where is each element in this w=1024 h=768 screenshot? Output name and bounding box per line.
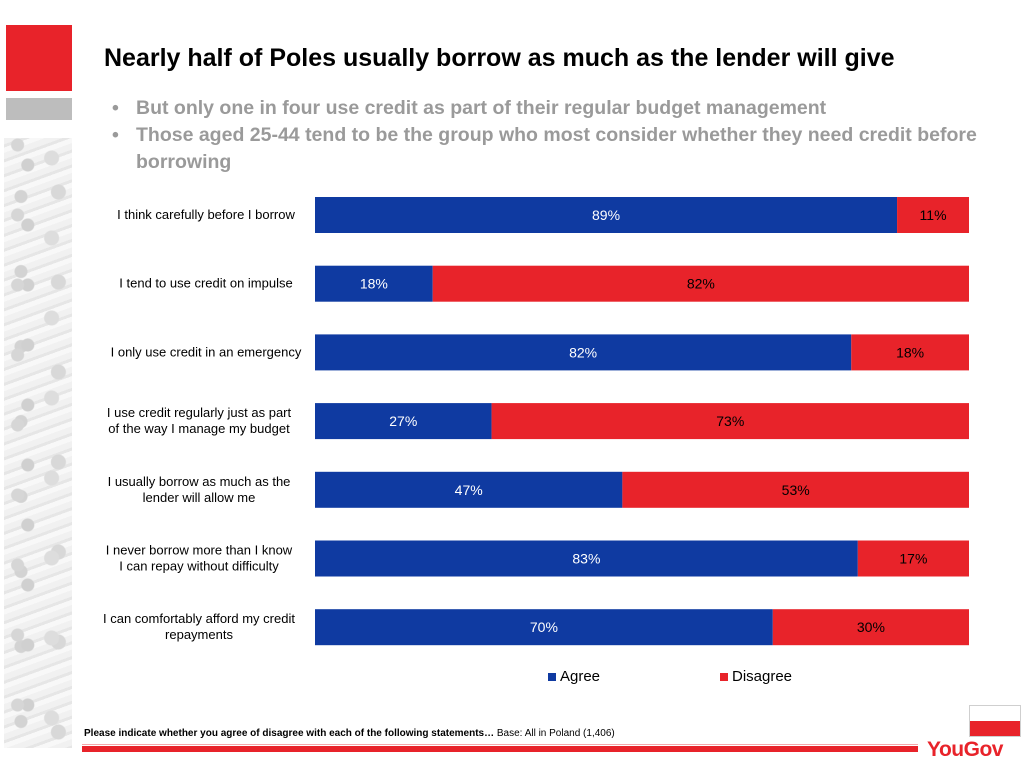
legend-swatch-agree [548, 672, 556, 681]
data-label-disagree: 82% [687, 276, 715, 292]
bar-disagree [857, 540, 969, 577]
data-label-agree: 82% [569, 344, 597, 360]
yougov-logo: YouGov [927, 738, 1003, 761]
legend-item-disagree: Disagree [720, 668, 892, 685]
bar-agree [315, 609, 773, 646]
subtitle-bullets: But only one in four use credit as part … [112, 95, 992, 176]
bar-agree [315, 540, 858, 577]
bar-disagree [897, 197, 969, 233]
bullet-1: But only one in four use credit as part … [112, 95, 992, 122]
legend-swatch-disagree [720, 672, 728, 681]
stacked-bar-chart: I think carefully before I borrow 89% 11% I… [103, 197, 970, 646]
data-label-agree: 89% [592, 207, 620, 223]
data-label-disagree: 11% [920, 207, 947, 223]
data-label-agree: 18% [360, 276, 388, 292]
category-label: I tend to use credit on impulse [119, 276, 292, 291]
footnote-question: Please indicate whether you agree of dis… [84, 728, 495, 739]
brand-red-block [6, 25, 72, 91]
poland-flag-icon [969, 705, 1021, 737]
footnote: Please indicate whether you agree of dis… [84, 728, 615, 739]
bar-agree [315, 334, 852, 371]
data-label-agree: 47% [455, 482, 483, 498]
page-title: Nearly half of Poles usually borrow as m… [104, 44, 895, 72]
data-label-agree: 70% [530, 619, 558, 635]
data-label-disagree: 30% [857, 619, 885, 635]
crowd-illustration [4, 138, 72, 748]
bar-disagree [491, 403, 969, 440]
bar-agree [315, 197, 898, 233]
category-label: I use credit regularly just as part of th… [107, 405, 292, 436]
bar-disagree [432, 265, 970, 302]
data-label-disagree: 73% [716, 413, 744, 429]
category-label: I only use credit in an emergency [111, 344, 302, 359]
category-label: I can comfortably afford my credit repaym… [103, 611, 295, 642]
data-label-disagree: 17% [899, 551, 927, 567]
category-label: I usually borrow as much as the lender wi… [108, 474, 291, 505]
legend-label-disagree: Disagree [732, 668, 793, 685]
brand-grey-block [6, 98, 72, 120]
data-label-disagree: 18% [896, 344, 924, 360]
bar-disagree [772, 609, 969, 646]
category-label: I never borrow more than I know I can rep… [106, 543, 293, 574]
bar-disagree [622, 471, 969, 508]
bar-agree [315, 471, 623, 508]
footer-rule [82, 744, 918, 745]
bullet-2: Those aged 25-44 tend to be the group wh… [112, 122, 992, 176]
bar-agree [315, 403, 492, 440]
category-label: I think carefully before I borrow [117, 207, 295, 222]
data-label-agree: 27% [389, 413, 417, 429]
chart-legend: Agree Disagree [548, 668, 892, 685]
data-label-disagree: 53% [782, 482, 810, 498]
legend-label-agree: Agree [560, 668, 601, 685]
bar-disagree [851, 334, 969, 371]
footer-bar [82, 746, 918, 752]
legend-item-agree: Agree [548, 668, 720, 685]
footnote-base: Base: All in Poland (1,406) [496, 728, 615, 739]
data-label-agree: 83% [572, 551, 600, 567]
bar-agree [315, 265, 433, 302]
